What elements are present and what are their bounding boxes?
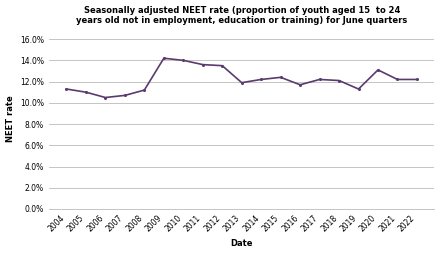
Title: Seasonally adjusted NEET rate (proportion of youth aged 15  to 24
years old not : Seasonally adjusted NEET rate (proportio… bbox=[76, 6, 407, 25]
Y-axis label: NEET rate: NEET rate bbox=[6, 95, 15, 142]
X-axis label: Date: Date bbox=[231, 240, 253, 248]
